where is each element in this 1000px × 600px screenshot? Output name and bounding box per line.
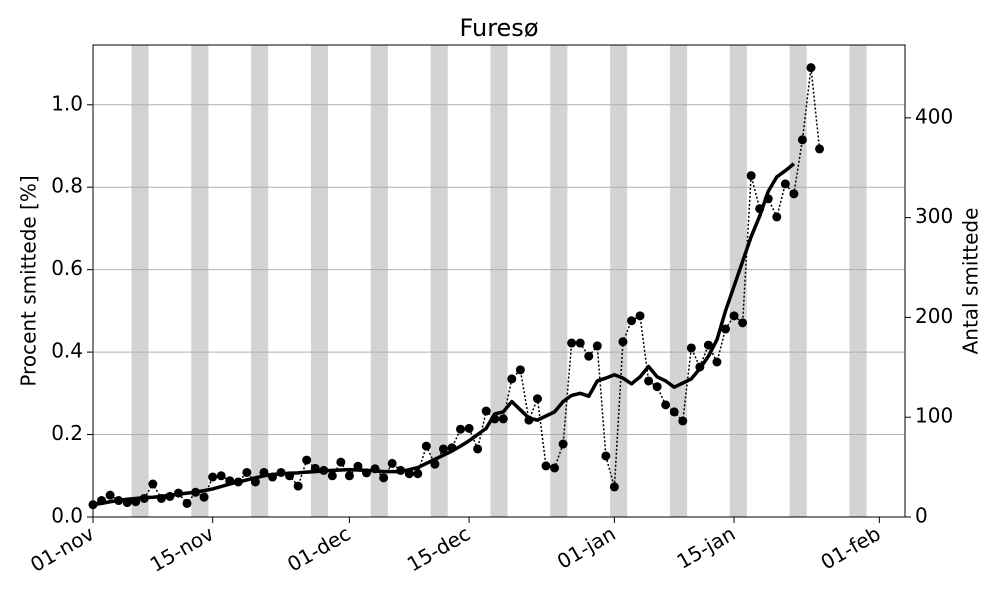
data-point [644, 376, 654, 386]
data-point [609, 482, 619, 492]
data-point [105, 490, 115, 500]
data-point [199, 492, 209, 502]
shaded-band [669, 45, 688, 517]
x-tick-label: 15-nov [146, 521, 218, 577]
data-point [541, 461, 551, 471]
y2-axis-label: Antal smittede [959, 208, 983, 355]
y-tick-label: 0.0 [51, 504, 83, 528]
shaded-band [550, 45, 568, 517]
y-tick-label: 1.0 [51, 91, 83, 115]
y2-tick-label: 0 [915, 504, 928, 528]
data-point [797, 135, 807, 145]
data-point [481, 406, 491, 416]
data-point [438, 444, 448, 454]
data-point [626, 316, 636, 326]
data-point [661, 400, 671, 410]
data-point [532, 394, 542, 404]
data-point [498, 414, 508, 424]
data-point [413, 469, 423, 479]
y2-tick-label: 100 [915, 404, 953, 428]
data-point [344, 471, 354, 481]
data-point [652, 382, 662, 392]
shaded-band [789, 45, 807, 517]
data-point [584, 351, 594, 361]
data-point [515, 365, 525, 375]
shaded-band [251, 45, 269, 517]
data-point [208, 472, 218, 482]
shaded-band [310, 45, 329, 517]
data-point [575, 338, 585, 348]
data-point [618, 337, 628, 347]
data-point [507, 374, 517, 384]
data-point [456, 424, 466, 434]
data-point [293, 481, 303, 491]
x-tick-label: 15-dec [403, 521, 474, 576]
data-point [336, 457, 346, 467]
data-point [473, 444, 483, 454]
shaded-band [490, 45, 508, 517]
data-point [780, 179, 790, 189]
y2-tick-label: 400 [915, 104, 953, 128]
data-point [712, 357, 722, 367]
y-axis-label: Procent smittede [%] [17, 175, 41, 386]
data-point [550, 463, 560, 473]
data-point [746, 171, 756, 181]
y-tick-label: 0.8 [51, 174, 83, 198]
data-point [327, 471, 337, 481]
series-line [92, 162, 795, 507]
shaded-band [610, 45, 628, 517]
data-point [669, 407, 679, 417]
shaded-band [131, 45, 149, 517]
shaded-band [729, 45, 747, 517]
x-tick-label: 01-feb [817, 521, 885, 574]
data-point [148, 479, 158, 489]
data-point [729, 311, 739, 321]
shaded-band [191, 45, 209, 517]
data-point [242, 467, 252, 477]
y2-tick-label: 200 [915, 304, 953, 328]
data-point [421, 441, 431, 451]
data-point [815, 144, 825, 154]
data-point [379, 473, 389, 483]
shaded-band [370, 45, 388, 517]
data-point [678, 416, 688, 426]
data-point [592, 341, 602, 351]
data-point [464, 423, 474, 433]
data-point [738, 318, 748, 328]
data-point [703, 340, 713, 350]
y-tick-label: 0.4 [51, 339, 83, 363]
x-tick-label: 15-jan [673, 521, 740, 573]
data-point [686, 343, 696, 353]
plot-frame [92, 44, 906, 518]
x-tick-label: 01-nov [26, 521, 98, 577]
data-point [601, 451, 611, 461]
y-tick-label: 0.2 [51, 421, 83, 445]
data-point [216, 471, 226, 481]
data-point [772, 212, 782, 222]
chart-title: Furesø [460, 14, 539, 42]
y2-tick-label: 300 [915, 204, 953, 228]
data-point [567, 338, 577, 348]
x-tick-label: 01-jan [553, 521, 620, 573]
data-point [387, 458, 397, 468]
data-point [302, 455, 312, 465]
shaded-band [430, 45, 448, 517]
data-point [558, 439, 568, 449]
data-point [721, 324, 731, 334]
data-point [182, 498, 192, 508]
y-tick-label: 0.6 [51, 256, 83, 280]
data-point [806, 63, 816, 73]
data-point [635, 311, 645, 321]
data-point [789, 189, 799, 199]
shaded-band [849, 45, 867, 517]
x-tick-label: 01-dec [283, 521, 354, 576]
